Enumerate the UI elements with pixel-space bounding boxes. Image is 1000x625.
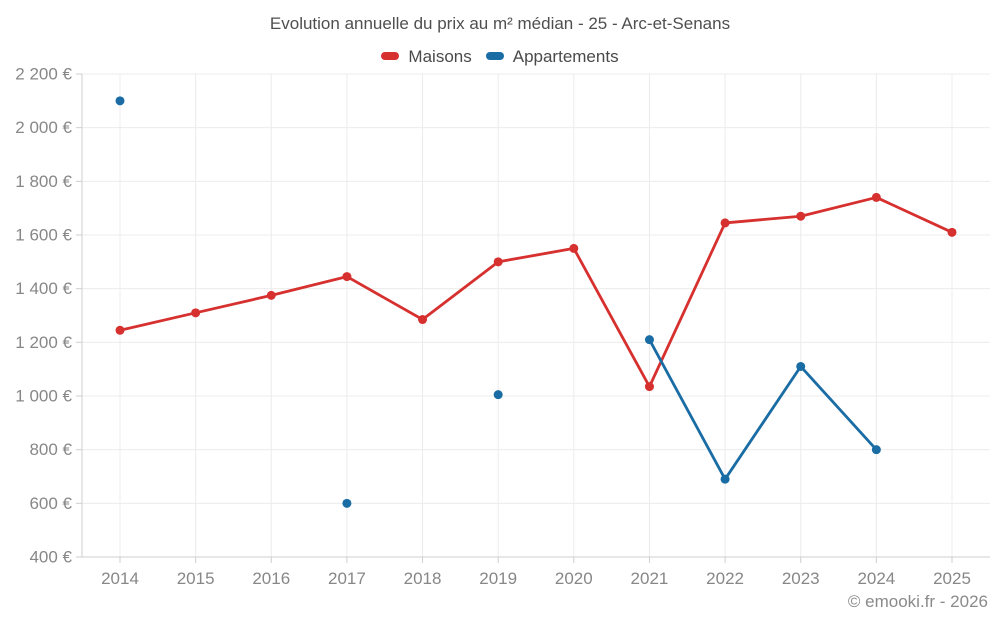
data-point-appartements-2024[interactable] <box>871 445 881 455</box>
y-tick-label: 800 € <box>29 440 72 459</box>
series-line-maisons <box>572 247 651 389</box>
data-point-maisons-2025[interactable] <box>947 227 957 237</box>
series-line-maisons <box>345 275 424 321</box>
data-point-appartements-2023[interactable] <box>796 361 806 371</box>
series-line-appartements <box>799 365 878 452</box>
data-point-maisons-2016[interactable] <box>266 290 276 300</box>
x-tick-label: 2019 <box>479 569 517 588</box>
y-tick-label: 1 200 € <box>15 333 72 352</box>
series-line-maisons <box>723 214 803 225</box>
series-line-maisons <box>648 221 727 389</box>
copyright-credit: © emooki.fr - 2026 <box>847 592 988 611</box>
x-tick-label: 2014 <box>101 569 139 588</box>
y-tick-label: 1 600 € <box>15 226 72 245</box>
series-line-appartements <box>648 338 727 481</box>
data-point-maisons-2019[interactable] <box>493 257 503 267</box>
x-tick-label: 2018 <box>404 569 442 588</box>
y-tick-label: 1 800 € <box>15 172 72 191</box>
data-point-maisons-2022[interactable] <box>720 218 730 228</box>
data-point-maisons-2023[interactable] <box>796 211 806 221</box>
data-point-maisons-2014[interactable] <box>115 325 125 335</box>
data-point-appartements-2017[interactable] <box>342 498 352 508</box>
series-line-maisons <box>421 260 500 321</box>
data-point-appartements-2022[interactable] <box>720 474 730 484</box>
y-tick-label: 2 000 € <box>15 118 72 137</box>
y-tick-label: 600 € <box>29 494 72 513</box>
data-point-appartements-2021[interactable] <box>644 335 654 345</box>
x-tick-label: 2021 <box>631 569 669 588</box>
x-tick-label: 2024 <box>857 569 895 588</box>
series-line-maisons <box>799 196 878 218</box>
data-point-maisons-2020[interactable] <box>569 243 579 253</box>
x-tick-label: 2020 <box>555 569 593 588</box>
data-point-maisons-2024[interactable] <box>871 192 881 202</box>
data-point-maisons-2018[interactable] <box>418 315 428 325</box>
data-point-appartements-2019[interactable] <box>493 390 503 400</box>
y-tick-label: 400 € <box>29 548 72 567</box>
data-point-maisons-2015[interactable] <box>191 308 201 318</box>
legend-label-maisons: Maisons <box>408 46 472 66</box>
legend-item-maisons[interactable]: Maisons <box>381 46 472 66</box>
y-tick-label: 1 400 € <box>15 279 72 298</box>
legend-item-appartements[interactable]: Appartements <box>485 46 619 66</box>
legend-label-appartements: Appartements <box>512 46 619 66</box>
series-line-appartements <box>723 365 803 481</box>
series-line-maisons <box>874 196 954 234</box>
x-tick-label: 2023 <box>782 569 820 588</box>
appartements-series-swatch-icon <box>485 52 504 60</box>
series-line-maisons <box>269 275 349 297</box>
maisons-series-swatch-icon <box>381 52 400 60</box>
x-tick-label: 2025 <box>933 569 971 588</box>
y-tick-label: 2 200 € <box>15 65 72 84</box>
x-tick-label: 2016 <box>252 569 290 588</box>
series-line-maisons <box>496 247 576 264</box>
chart-title: Evolution annuelle du prix au m² médian … <box>269 14 731 33</box>
x-tick-label: 2015 <box>177 569 215 588</box>
data-point-maisons-2017[interactable] <box>342 272 352 282</box>
x-tick-label: 2017 <box>328 569 366 588</box>
series-line-maisons <box>194 293 273 315</box>
data-point-appartements-2014[interactable] <box>115 96 125 106</box>
y-tick-label: 1 000 € <box>15 387 72 406</box>
chart-legend: Maisons Appartements <box>0 45 1000 67</box>
series-line-maisons <box>118 311 198 332</box>
x-tick-label: 2022 <box>706 569 744 588</box>
data-point-maisons-2021[interactable] <box>644 382 654 392</box>
